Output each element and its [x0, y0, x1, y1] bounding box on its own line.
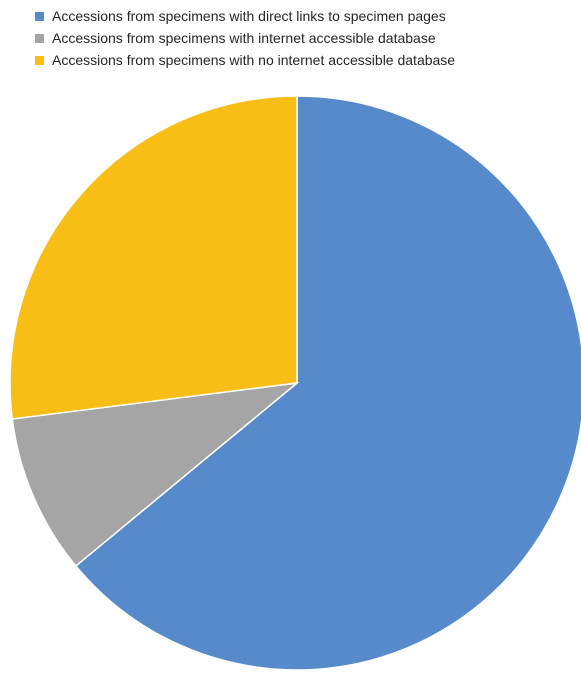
chart-legend: Accessions from specimens with direct li… [35, 5, 581, 71]
legend-swatch-internet-db [35, 33, 44, 43]
legend-swatch-no-internet-db [35, 55, 44, 65]
legend-swatch-direct-links [35, 11, 44, 21]
pie-slice-internet-db [11, 381, 300, 567]
legend-label-internet-db: Accessions from specimens with internet … [52, 30, 436, 46]
pie-slice-no-internet-db [9, 95, 298, 420]
legend-item-no-internet-db: Accessions from specimens with no intern… [35, 49, 581, 71]
pie-slices [9, 95, 581, 671]
legend-item-direct-links: Accessions from specimens with direct li… [35, 5, 581, 27]
legend-label-no-internet-db: Accessions from specimens with no intern… [52, 52, 456, 68]
pie-slice-direct-links [74, 95, 581, 671]
legend-item-internet-db: Accessions from specimens with internet … [35, 27, 581, 49]
legend-label-direct-links: Accessions from specimens with direct li… [52, 8, 446, 24]
